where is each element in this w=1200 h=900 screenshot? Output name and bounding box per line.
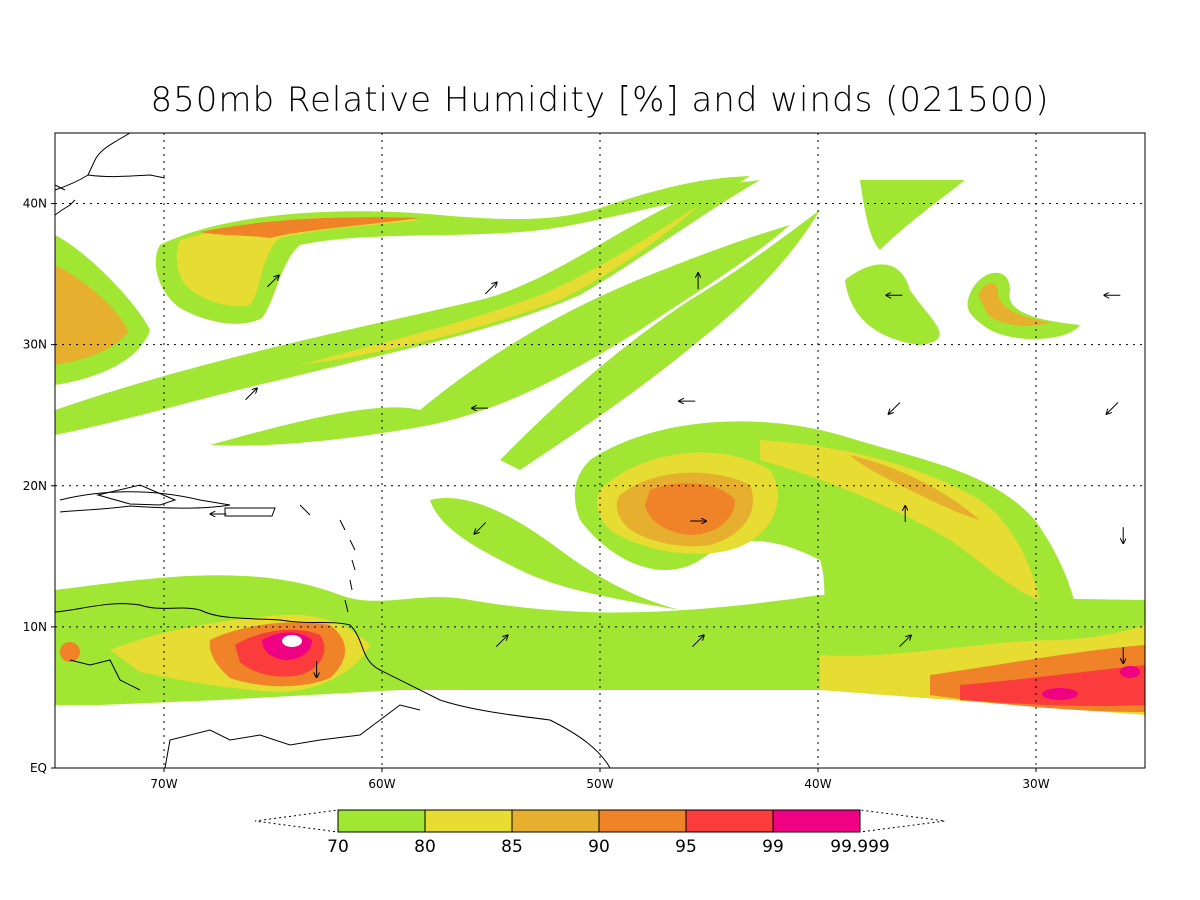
rh-band-north-core bbox=[176, 216, 420, 307]
lat-tick-label: EQ bbox=[30, 761, 47, 775]
wind-arrow bbox=[692, 635, 703, 648]
colorbar-label: 99.999 bbox=[830, 837, 889, 857]
coastlines bbox=[54, 132, 611, 769]
colorbar-label: 80 bbox=[414, 837, 436, 857]
wind-arrow bbox=[495, 635, 507, 648]
rh-diagonal-band-2 bbox=[210, 225, 790, 446]
colorbar-label: 99 bbox=[762, 837, 784, 857]
rh-diagonal-band-3 bbox=[500, 210, 820, 470]
rh-band-north-peak bbox=[200, 217, 420, 238]
lon-tick-label: 60W bbox=[368, 777, 395, 791]
rh-cyclone-center bbox=[645, 483, 735, 535]
rh-cyclone-east-arm bbox=[760, 440, 1040, 600]
coast-lesser-antilles bbox=[299, 504, 356, 613]
colorbar-swatch bbox=[772, 809, 861, 833]
lat-tick-label: 30N bbox=[23, 338, 47, 352]
rh-band-north bbox=[155, 176, 751, 324]
lat-labels: 40N 30N 20N 10N EQ bbox=[23, 197, 55, 775]
rh-ne-streak bbox=[860, 180, 965, 250]
coast-puerto-rico bbox=[224, 507, 276, 517]
lon-tick-label: 70W bbox=[150, 777, 177, 791]
coast-north-america bbox=[54, 132, 166, 216]
lon-tick-label: 50W bbox=[586, 777, 613, 791]
lon-tick-label: 40W bbox=[804, 777, 831, 791]
coast-cuba bbox=[59, 491, 231, 513]
colorbar-swatch bbox=[337, 809, 426, 833]
wind-arrow bbox=[889, 402, 901, 413]
lon-labels: 70W 60W 50W 40W 30W bbox=[150, 768, 1050, 791]
rh-cyclone-east-arm-core bbox=[850, 455, 980, 520]
rh-ne-ring bbox=[845, 264, 940, 345]
lon-tick-label: 30W bbox=[1022, 777, 1049, 791]
wind-arrow bbox=[484, 283, 496, 295]
colorbar-label: 70 bbox=[327, 837, 349, 857]
colorbar-extend-high bbox=[859, 809, 946, 833]
wind-vectors bbox=[211, 273, 1124, 677]
rh-ne-ring-2-core bbox=[978, 282, 1050, 326]
colorbar-swatch bbox=[685, 809, 774, 833]
map-title: 850mb Relative Humidity [%] and winds (0… bbox=[150, 80, 1050, 120]
humidity-field bbox=[55, 176, 1145, 715]
colorbar: 70 80 85 90 95 99 99.999 bbox=[254, 809, 946, 857]
lat-tick-label: 20N bbox=[23, 479, 47, 493]
lat-tick-label: 10N bbox=[23, 620, 47, 634]
coast-hispaniola bbox=[96, 484, 177, 506]
colorbar-extend-low bbox=[254, 809, 339, 833]
wind-arrow bbox=[899, 635, 911, 648]
wind-arrow bbox=[474, 522, 487, 533]
colorbar-swatch bbox=[598, 809, 687, 833]
graticule bbox=[55, 133, 1145, 768]
colorbar-label: 95 bbox=[675, 837, 697, 857]
rh-diagonal-band-1 bbox=[55, 180, 760, 435]
colorbar-label: 90 bbox=[588, 837, 610, 857]
colorbar-swatch bbox=[511, 809, 600, 833]
wind-arrow bbox=[245, 388, 257, 401]
rh-west-blob-core bbox=[55, 265, 128, 365]
colorbar-swatch bbox=[424, 809, 513, 833]
rh-west-band bbox=[430, 498, 680, 610]
rh-itcz-east-peak bbox=[960, 665, 1145, 707]
wind-arrow bbox=[266, 275, 278, 288]
lat-tick-label: 40N bbox=[23, 197, 47, 211]
coast-south-america bbox=[54, 603, 611, 769]
colorbar-label: 85 bbox=[501, 837, 523, 857]
wind-arrow bbox=[1107, 402, 1119, 413]
